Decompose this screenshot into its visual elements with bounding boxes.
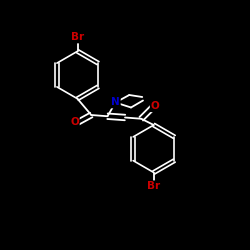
Text: O: O <box>70 117 79 127</box>
Text: Br: Br <box>147 181 160 191</box>
Text: Br: Br <box>71 32 84 42</box>
Text: O: O <box>150 101 160 111</box>
Text: N: N <box>111 98 120 108</box>
